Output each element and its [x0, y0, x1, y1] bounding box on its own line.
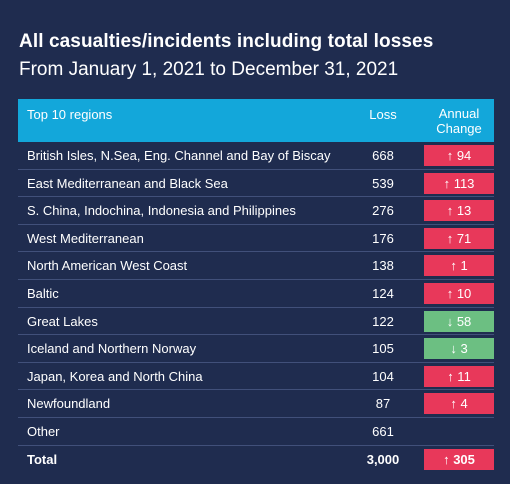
table-body: British Isles, N.Sea, Eng. Channel and B…: [18, 142, 494, 472]
column-header-loss: Loss: [369, 107, 397, 122]
annual-change-cell: ↓ 58: [424, 310, 494, 332]
column-header-annual-change: Annual Change: [436, 106, 482, 136]
table-row: Newfoundland 87 ↑ 4: [18, 390, 494, 418]
page-subtitle: From January 1, 2021 to December 31, 202…: [19, 59, 399, 80]
annual-change-cell: ↑ 1: [424, 255, 494, 277]
table-row: North American West Coast 138 ↑ 1: [18, 252, 494, 280]
table-header: Top 10 regions Loss Annual Change: [18, 99, 494, 142]
region-cell: Iceland and Northern Norway: [27, 341, 197, 357]
region-cell: North American West Coast: [27, 258, 188, 274]
region-cell: West Mediterranean: [27, 230, 144, 246]
annual-change-cell: ↑ 4: [424, 393, 494, 415]
region-cell: Japan, Korea and North China: [27, 368, 203, 384]
annual-change-cell: ↑ 305: [424, 448, 494, 470]
loss-cell: 104: [372, 368, 394, 384]
loss-cell: 276: [372, 203, 394, 219]
region-cell: British Isles, N.Sea, Eng. Channel and B…: [27, 148, 331, 163]
region-cell: Baltic: [27, 285, 59, 301]
table-row: Great Lakes 122 ↓ 58: [18, 308, 494, 336]
annual-change-cell: ↑ 13: [424, 200, 494, 222]
region-cell: Other: [27, 423, 60, 439]
annual-change-cell: [424, 421, 494, 442]
loss-cell: 668: [372, 148, 394, 163]
table-row: S. China, Indochina, Indonesia and Phili…: [18, 197, 494, 225]
region-cell: Total: [27, 451, 58, 467]
loss-cell: 124: [372, 285, 394, 301]
total-row: Total 3,000 ↑ 305: [18, 446, 494, 473]
region-cell: S. China, Indochina, Indonesia and Phili…: [27, 203, 296, 219]
table-row: British Isles, N.Sea, Eng. Channel and B…: [18, 142, 494, 170]
page-title: All casualties/incidents including total…: [19, 31, 434, 52]
loss-cell: 105: [372, 341, 394, 357]
annual-change-cell: ↑ 11: [424, 365, 494, 387]
annual-change-cell: ↑ 94: [424, 145, 494, 166]
column-header-region: Top 10 regions: [27, 107, 113, 122]
table-row: Baltic 124 ↑ 10: [18, 280, 494, 308]
loss-cell: 138: [372, 258, 394, 274]
loss-cell: 122: [372, 313, 394, 329]
table-row: Japan, Korea and North China 104 ↑ 11: [18, 363, 494, 391]
region-cell: East Mediterranean and Black Sea: [27, 175, 228, 191]
annual-change-cell: ↓ 3: [424, 338, 494, 360]
loss-cell: 176: [372, 230, 394, 246]
annual-change-cell: ↑ 10: [424, 282, 494, 304]
loss-cell: 661: [372, 423, 394, 439]
table-row: Iceland and Northern Norway 105 ↓ 3: [18, 335, 494, 363]
loss-cell: 87: [375, 396, 391, 412]
regions-table: Top 10 regions Loss Annual Change Britis…: [18, 99, 494, 472]
table-row: East Mediterranean and Black Sea 539 ↑ 113: [18, 170, 494, 198]
region-cell: Newfoundland: [27, 396, 111, 412]
annual-change-cell: ↑ 71: [424, 227, 494, 249]
table-row: Other 661: [18, 418, 494, 446]
loss-cell: 539: [372, 175, 394, 191]
annual-change-cell: ↑ 113: [424, 172, 494, 194]
loss-cell: 3,000: [366, 451, 400, 467]
region-cell: Great Lakes: [27, 313, 98, 329]
table-row: West Mediterranean 176 ↑ 71: [18, 225, 494, 253]
